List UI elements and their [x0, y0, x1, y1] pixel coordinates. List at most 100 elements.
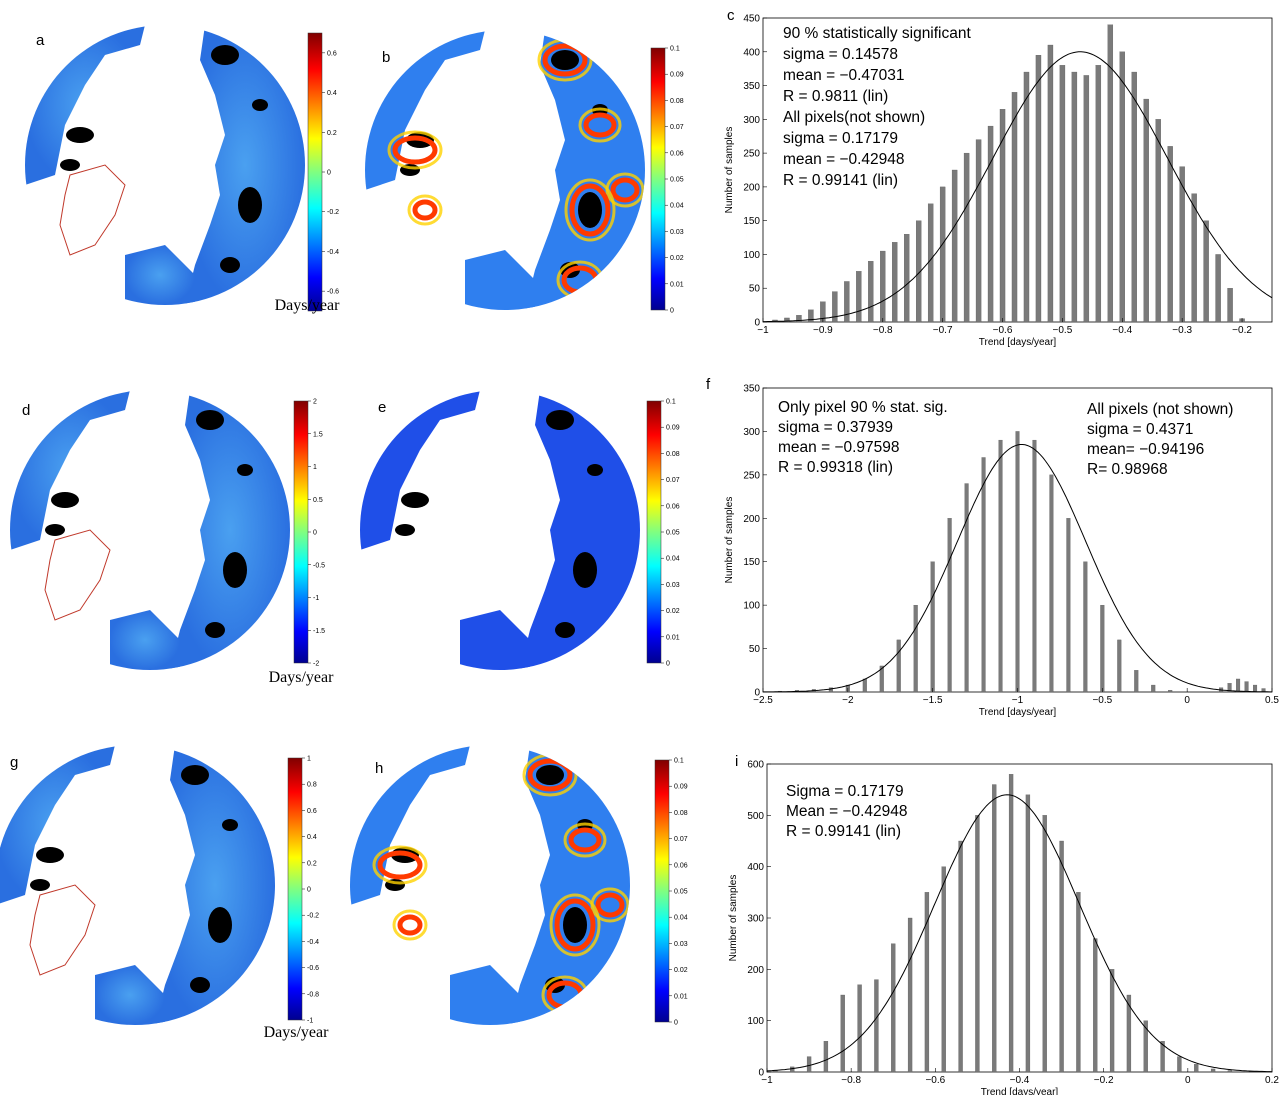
- land-mask: [238, 187, 262, 223]
- stat-annotation: 90 % statistically significant: [783, 25, 971, 42]
- high-pvalue-rim: [542, 43, 588, 77]
- mid-pvalue-rim: [372, 845, 428, 885]
- colorbar-tick-label: 0.02: [666, 608, 680, 615]
- histogram-bar: [1117, 639, 1122, 693]
- histogram-bar: [904, 234, 910, 323]
- histogram-bar: [1066, 518, 1071, 693]
- stat-annotation: R = 0.99141 (lin): [783, 172, 898, 189]
- land-mask: [222, 819, 238, 831]
- land-mask: [563, 907, 587, 943]
- histogram-bar: [1071, 71, 1078, 323]
- high-pvalue-rim: [568, 827, 602, 853]
- histogram-bar: [790, 1066, 795, 1073]
- colorbar-tick-label: -0.6: [307, 965, 319, 972]
- colorbar-tick-label: 0.8: [307, 782, 317, 789]
- y-tick-label: 600: [747, 760, 764, 771]
- x-tick-label: −1.5: [923, 695, 943, 706]
- histogram-bar: [844, 281, 850, 323]
- colorbar-tick-label: 0.2: [327, 130, 337, 137]
- x-tick-label: −0.2: [1232, 325, 1252, 336]
- colorbar-tick-label: 0.6: [307, 808, 317, 815]
- histogram-bar: [913, 604, 918, 693]
- y-tick-label: 150: [743, 557, 760, 568]
- colorbar-tick-label: -1.5: [313, 628, 325, 635]
- north-america-region: [25, 25, 145, 185]
- colorbar: [646, 400, 662, 664]
- mid-pvalue-rim: [392, 909, 428, 941]
- x-tick-label: 0: [1185, 1075, 1191, 1086]
- land-mask: [220, 257, 240, 273]
- histogram-bar: [1083, 561, 1088, 693]
- y-tick-label: 500: [747, 811, 764, 822]
- colorbar: [293, 400, 309, 664]
- land-mask: [60, 159, 80, 171]
- histogram-panel-i: i −1 −0.8 −0.6 −0.4 −0.2 0 0.2 0 100 200 300 400 500 6…: [728, 753, 1279, 1098]
- scandinavia-region: [450, 965, 520, 1025]
- histogram-bar: [981, 457, 986, 693]
- colorbar-tick-label: 0.4: [327, 90, 337, 97]
- histogram-bar: [868, 261, 874, 323]
- colorbar: [654, 759, 670, 1023]
- land-mask: [205, 622, 225, 638]
- histogram-bar: [1023, 71, 1030, 323]
- colorbar: [650, 47, 666, 311]
- y-tick-label: 0: [758, 1068, 764, 1079]
- scandinavia-region: [110, 610, 180, 670]
- panel-letter: h: [375, 760, 383, 777]
- histogram-panel-c: c −1 −0.9 −0.8 −0.7 −0.6 −0.5 −0.4 −0.3 −0.2 0 50 10…: [724, 7, 1273, 348]
- histogram-bar: [1253, 684, 1258, 693]
- land-mask: [377, 74, 393, 86]
- land-mask: [7, 789, 23, 801]
- land-mask: [555, 622, 575, 638]
- histogram-bar: [1100, 604, 1105, 693]
- greenland-outline: [44, 529, 111, 621]
- high-pvalue-rim: [392, 135, 438, 165]
- colorbar-tick-label: -0.5: [313, 562, 325, 569]
- bars: [777, 431, 1266, 693]
- x-axis-label: Trend [days/year]: [979, 707, 1057, 718]
- colorbar-tick-label: 0.09: [666, 425, 680, 432]
- y-tick-label: 250: [743, 470, 760, 481]
- x-axis-label: Trend [days/year]: [979, 337, 1057, 348]
- stat-annotation: Mean = −0.42948: [786, 803, 908, 820]
- high-pvalue-rim: [397, 914, 423, 936]
- colorbar-tick-label: 0.1: [674, 758, 684, 765]
- x-tick-label: −0.5: [1092, 695, 1112, 706]
- histogram-bar: [924, 892, 930, 1073]
- colorbar-tick-label: 0.08: [666, 451, 680, 458]
- colorbar-tick-label: 0.01: [670, 281, 684, 288]
- gaussian-fit-line: [763, 51, 1273, 323]
- eurasia-region: [520, 390, 640, 670]
- histogram-bar: [915, 220, 922, 323]
- x-tick-label: −0.4: [1112, 325, 1132, 336]
- land-mask: [395, 524, 415, 536]
- bars: [773, 774, 1249, 1073]
- x-tick-label: −1: [757, 325, 769, 336]
- histogram-bar: [1203, 220, 1209, 323]
- histogram-bar: [1008, 774, 1014, 1073]
- histogram-bar: [1244, 1071, 1249, 1073]
- high-pvalue-rim: [610, 177, 640, 203]
- land-mask: [551, 50, 579, 70]
- x-tick-label: −2: [842, 695, 854, 706]
- y-tick-label: 350: [743, 384, 760, 395]
- histogram-bar: [1194, 1064, 1199, 1073]
- histogram-bar: [987, 125, 994, 323]
- colorbar-tick-label: 1: [313, 464, 317, 471]
- histogram-bar: [1160, 1041, 1165, 1073]
- map-panel-h: h 0.1 0.09 0.08 0.07 0.06 0.05 0.04 0.03 0.02 0.01…: [350, 745, 688, 1027]
- stat-annotation: Sigma = 0.17179: [786, 783, 904, 800]
- y-tick-label: 400: [747, 862, 764, 873]
- y-tick-label: 300: [743, 427, 760, 438]
- y-tick-label: 50: [749, 284, 761, 295]
- colorbar-tick-label: 0.04: [666, 556, 680, 563]
- colorbar-tick-label: 0.04: [674, 915, 688, 922]
- histogram-bar: [975, 815, 980, 1073]
- histogram-bar: [927, 203, 934, 323]
- colorbar-tick-label: 0.03: [674, 941, 688, 948]
- histogram-bar: [1215, 254, 1221, 323]
- panel-letter: d: [22, 402, 30, 419]
- colorbar-tick-label: 0.01: [666, 634, 680, 641]
- histogram-bar: [963, 152, 970, 323]
